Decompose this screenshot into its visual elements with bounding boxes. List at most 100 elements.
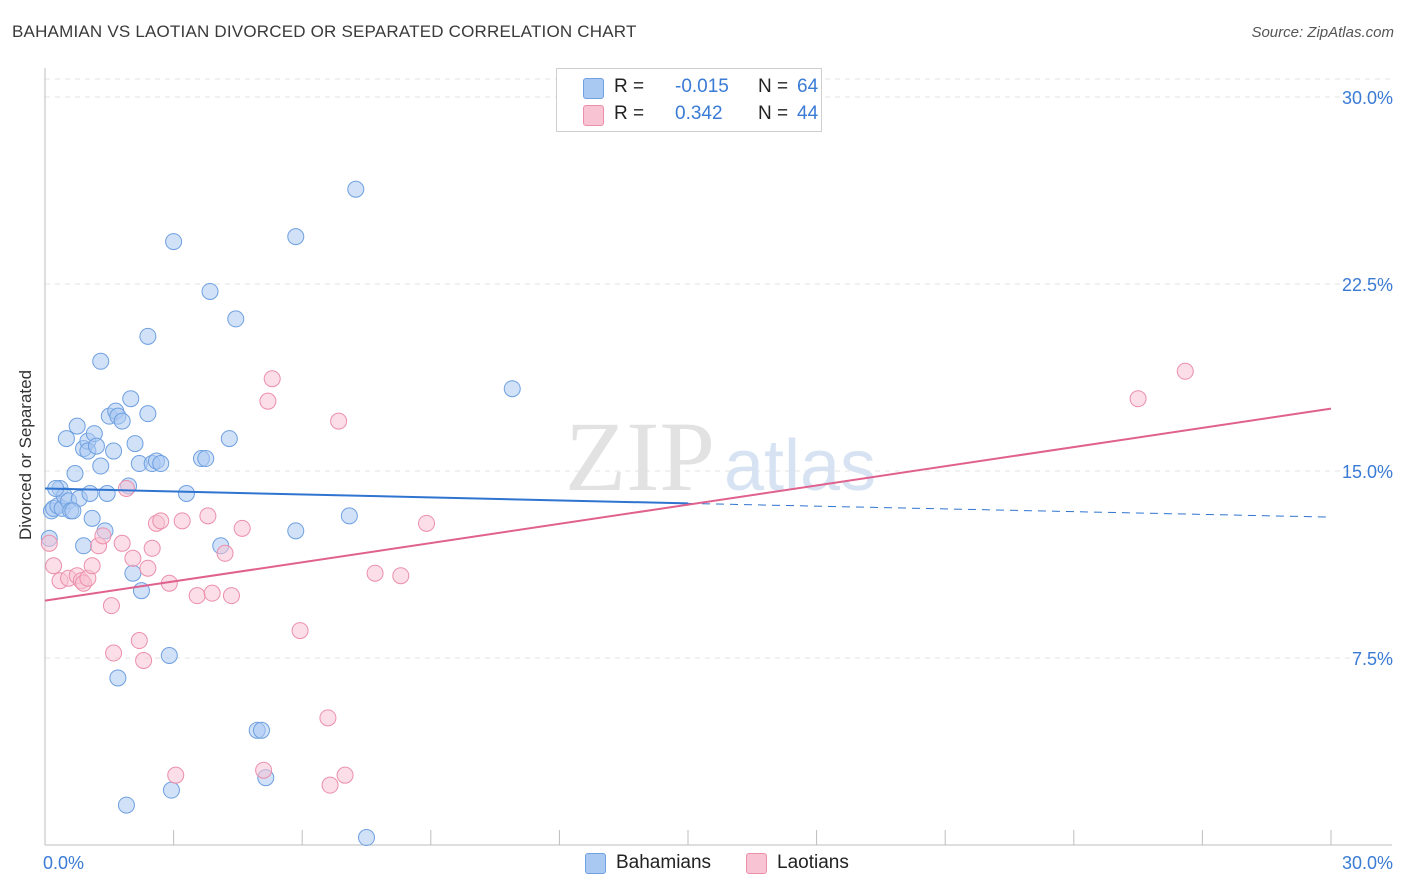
legend-swatch-bahamians bbox=[583, 78, 604, 99]
bahamian-point bbox=[165, 233, 183, 251]
legend-r-label: R = bbox=[614, 103, 645, 124]
laotian-point bbox=[233, 519, 251, 537]
legend-n-label: N = bbox=[758, 76, 789, 97]
laotian-point bbox=[392, 567, 410, 585]
bottom-legend-label: Bahamians bbox=[616, 852, 712, 873]
bahamian-point bbox=[75, 537, 93, 555]
bahamian-point bbox=[124, 564, 142, 582]
legend-r-value: -0.015 bbox=[675, 76, 729, 97]
bahamian-point bbox=[98, 484, 116, 502]
bahamian-point bbox=[139, 405, 157, 423]
bahamian-point bbox=[287, 228, 305, 246]
laotian-point bbox=[102, 597, 120, 615]
bahamian-point bbox=[287, 522, 305, 540]
bahamian-point bbox=[81, 484, 99, 502]
bahamian-point bbox=[152, 455, 170, 473]
laotian-point bbox=[173, 512, 191, 530]
laotians-trend-line bbox=[44, 407, 1332, 602]
laotian-point bbox=[255, 761, 273, 779]
bahamian-point bbox=[252, 721, 270, 739]
laotian-point bbox=[130, 632, 148, 650]
laotian-point bbox=[418, 514, 436, 532]
bahamian-point bbox=[160, 647, 178, 665]
laotian-point bbox=[152, 512, 170, 530]
axes-layer bbox=[44, 68, 1392, 846]
bahamian-point bbox=[83, 509, 101, 527]
bahamian-point bbox=[177, 484, 195, 502]
bahamian-point bbox=[68, 417, 86, 435]
laotian-point bbox=[1129, 390, 1147, 408]
labels-layer: 7.5% 15.0% 22.5% 30.0% 0.0% 30.0% bbox=[43, 88, 1393, 873]
bahamian-point bbox=[64, 502, 82, 520]
bahamian-point bbox=[113, 412, 131, 430]
x-tick-label-max: 30.0% bbox=[1342, 853, 1393, 873]
y-tick-label: 22.5% bbox=[1342, 275, 1393, 295]
legend-n-label: N = bbox=[758, 103, 789, 124]
bahamian-point bbox=[340, 507, 358, 525]
bahamian-point bbox=[57, 430, 75, 448]
legend-n-value: 44 bbox=[797, 103, 819, 124]
laotian-point bbox=[319, 709, 337, 727]
bahamian-point bbox=[92, 352, 110, 370]
laotian-point bbox=[263, 370, 281, 388]
points-layer bbox=[40, 180, 1194, 847]
bahamian-point bbox=[66, 464, 84, 482]
laotian-point bbox=[222, 587, 240, 605]
bahamian-point bbox=[105, 442, 123, 460]
stats-legend: R = -0.015 N = 64 R = 0.342 N = 44 bbox=[556, 68, 822, 132]
laotian-point bbox=[291, 622, 309, 640]
trend-layer bbox=[44, 407, 1332, 602]
bottom-legend-label: Laotians bbox=[777, 852, 849, 873]
laotian-point bbox=[199, 507, 217, 525]
laotian-point bbox=[124, 549, 142, 567]
laotian-point bbox=[167, 766, 185, 784]
watermark-zip: ZIP bbox=[565, 401, 715, 512]
watermark-atlas: atlas bbox=[724, 426, 876, 506]
laotian-point bbox=[143, 539, 161, 557]
laotian-point bbox=[321, 776, 339, 794]
bahamian-point bbox=[227, 310, 245, 328]
legend-r-label: R = bbox=[614, 76, 645, 97]
bahamians-trend-extension bbox=[687, 502, 1332, 518]
bahamian-point bbox=[201, 282, 219, 300]
bahamian-point bbox=[139, 327, 157, 345]
laotian-point bbox=[366, 564, 384, 582]
y-tick-label: 30.0% bbox=[1342, 88, 1393, 108]
legend-swatch-laotians bbox=[583, 105, 604, 126]
y-tick-label: 7.5% bbox=[1352, 649, 1393, 669]
x-tick-label-min: 0.0% bbox=[43, 853, 84, 873]
laotian-point bbox=[1176, 362, 1194, 380]
bottom-legend-swatch-bahamians bbox=[585, 853, 606, 874]
bahamian-point bbox=[220, 430, 238, 448]
chart-title: BAHAMIAN VS LAOTIAN DIVORCED OR SEPARATE… bbox=[12, 22, 637, 41]
laotian-point bbox=[113, 534, 131, 552]
laotian-point bbox=[216, 544, 234, 562]
y-tick-label: 15.0% bbox=[1342, 462, 1393, 482]
bahamian-point bbox=[109, 669, 127, 687]
bahamian-point bbox=[117, 796, 135, 814]
bahamian-point bbox=[92, 457, 110, 475]
laotian-point bbox=[83, 557, 101, 575]
bahamian-point bbox=[162, 781, 180, 799]
bahamian-point bbox=[503, 380, 521, 398]
laotian-point bbox=[336, 766, 354, 784]
bahamians-trend-line bbox=[44, 487, 689, 505]
legend-n-value: 64 bbox=[797, 76, 819, 97]
legend-r-value: 0.342 bbox=[675, 103, 723, 124]
source-label: Source: ZipAtlas.com bbox=[1251, 24, 1394, 41]
laotian-point bbox=[139, 559, 157, 577]
laotian-point bbox=[330, 412, 348, 430]
laotian-point bbox=[117, 479, 135, 497]
laotian-point bbox=[188, 587, 206, 605]
bahamian-point bbox=[122, 390, 140, 408]
laotian-point bbox=[105, 644, 123, 662]
bahamian-point bbox=[358, 829, 375, 847]
bahamian-point bbox=[347, 180, 365, 198]
laotian-point bbox=[259, 392, 277, 410]
laotian-point bbox=[135, 651, 153, 669]
laotian-point bbox=[94, 527, 112, 545]
laotian-point bbox=[45, 557, 63, 575]
y-axis-label: Divorced or Separated bbox=[16, 369, 35, 541]
bottom-legend-swatch-laotians bbox=[746, 853, 767, 874]
